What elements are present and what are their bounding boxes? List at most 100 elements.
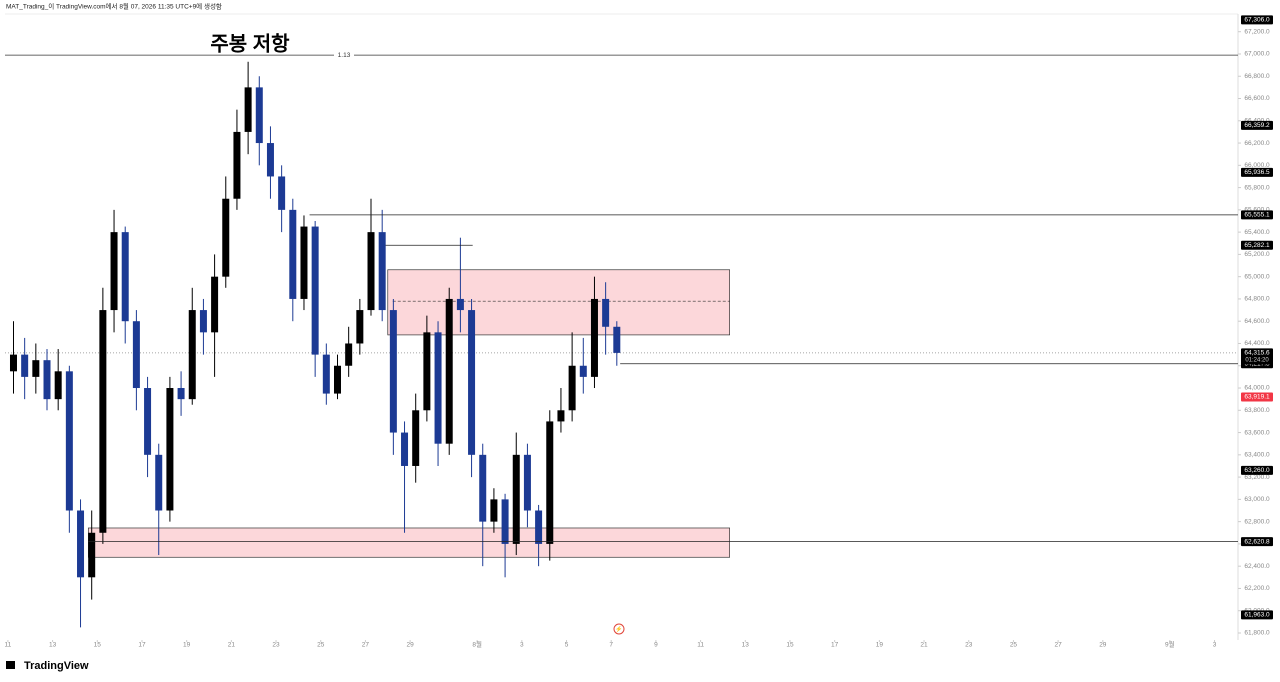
candle-body: [345, 343, 353, 366]
y-tick-label: 65,800.0: [1244, 184, 1270, 191]
y-tick-label: 66,800.0: [1244, 73, 1270, 80]
candle-body: [356, 310, 364, 344]
price-tag-bg: [1241, 15, 1273, 25]
candle-body: [77, 510, 85, 578]
x-tick-label: 25: [317, 642, 325, 649]
x-tick-label: 15: [786, 642, 794, 649]
x-tick-label: 8월: [472, 640, 482, 649]
candle-body: [278, 176, 286, 210]
y-tick-label: 62,200.0: [1244, 585, 1270, 592]
candle-body: [590, 298, 598, 377]
logo-mark: [6, 661, 15, 669]
level-tag: 62,620.8: [1244, 538, 1270, 545]
price-tag-bg: [1241, 465, 1273, 475]
x-tick-label: 11: [5, 642, 12, 649]
candle-body: [166, 388, 174, 511]
x-tick-label: 9월: [1165, 640, 1175, 649]
candle-body: [523, 454, 531, 511]
event-icon-glyph[interactable]: ⚡: [615, 625, 622, 633]
current-tag: 64,315.6: [1244, 350, 1270, 357]
y-tick-label: 66,200.0: [1244, 140, 1270, 147]
candle-body: [144, 388, 152, 455]
candle-body: [423, 332, 431, 411]
y-tick-label: 67,000.0: [1244, 51, 1270, 58]
logo: TradingView: [6, 660, 89, 672]
candle-body: [602, 298, 610, 327]
y-tick-label: 63,800.0: [1244, 407, 1270, 414]
y-tick-label: 65,200.0: [1244, 251, 1270, 258]
level-tag: 65,282.1: [1244, 242, 1270, 249]
price-tag-bg: [1241, 392, 1273, 402]
x-tick-label: 23: [272, 642, 280, 649]
x-tick-label: 7: [609, 642, 613, 649]
x-tick-label: 21: [228, 642, 236, 649]
candle-body: [88, 532, 96, 578]
candle-body: [54, 371, 62, 400]
price-tag: 63,260.0: [1244, 467, 1270, 474]
zone: [387, 269, 731, 336]
candle-body: [568, 365, 576, 411]
candle-body: [445, 298, 453, 444]
candle-body: [412, 410, 420, 466]
y-tick-label: 66,000.0: [1244, 162, 1270, 169]
candle-body: [300, 226, 308, 299]
candle-body: [132, 321, 140, 389]
price-tag-bg: [1241, 610, 1273, 620]
current-tag-bg: [1241, 348, 1273, 365]
y-tick-label: 65,000.0: [1244, 273, 1270, 280]
candle-body: [490, 499, 498, 522]
candle-body: [479, 454, 487, 522]
candle-body: [401, 432, 409, 466]
candle-body: [222, 198, 230, 277]
candle-body: [468, 310, 476, 455]
candle-body: [289, 209, 297, 299]
x-tick-label: 27: [362, 642, 370, 649]
zone: [87, 527, 731, 558]
candle-body: [557, 410, 565, 422]
event-icon[interactable]: [613, 623, 625, 635]
brand: TradingView: [24, 660, 89, 672]
countdown: 01:24:20: [1245, 357, 1269, 363]
candle-body: [65, 371, 73, 511]
candle-body: [613, 326, 621, 353]
candle-body: [333, 365, 341, 394]
candle-body: [199, 310, 207, 333]
candle-body: [155, 454, 163, 511]
y-tick-label: 63,400.0: [1244, 452, 1270, 459]
level-tag: 65,555.1: [1244, 212, 1270, 219]
price-tag: 63,919.1: [1244, 394, 1270, 401]
x-tick-label: 29: [1099, 642, 1107, 649]
header: MAT_Trading_이 TradingView.com에서 8월 07, 2…: [6, 2, 222, 11]
candle-body: [188, 310, 196, 400]
candle-body: [110, 232, 118, 311]
x-tick-label: 19: [183, 642, 191, 649]
x-tick-label: 25: [1010, 642, 1018, 649]
fib-label-bg: [334, 51, 354, 60]
candle-body: [9, 354, 17, 372]
candle-body: [244, 87, 252, 132]
candle-body: [367, 232, 375, 311]
candle-body: [121, 232, 129, 322]
fib-label: 1.13: [338, 52, 351, 59]
candle-body: [177, 388, 185, 400]
candle-body: [311, 226, 319, 355]
price-tag: 66,359.2: [1244, 122, 1270, 129]
y-tick-label: 64,800.0: [1244, 296, 1270, 303]
candle-body: [546, 421, 554, 544]
y-tick-label: 67,200.0: [1244, 28, 1270, 35]
candle-body: [211, 276, 219, 333]
candle-body: [233, 131, 241, 199]
candle-body: [456, 298, 464, 311]
x-tick-label: 19: [876, 642, 884, 649]
level-tag-bg: [1241, 210, 1273, 220]
y-tick-label: 66,600.0: [1244, 95, 1270, 102]
x-tick-label: 3: [1213, 642, 1217, 649]
price-tag-bg: [1241, 120, 1273, 130]
price-tag: 61,963.0: [1244, 612, 1270, 619]
candle-body: [389, 310, 397, 433]
candle-body: [21, 354, 29, 377]
x-tick-label: 9: [654, 642, 658, 649]
candle-body: [579, 365, 587, 377]
